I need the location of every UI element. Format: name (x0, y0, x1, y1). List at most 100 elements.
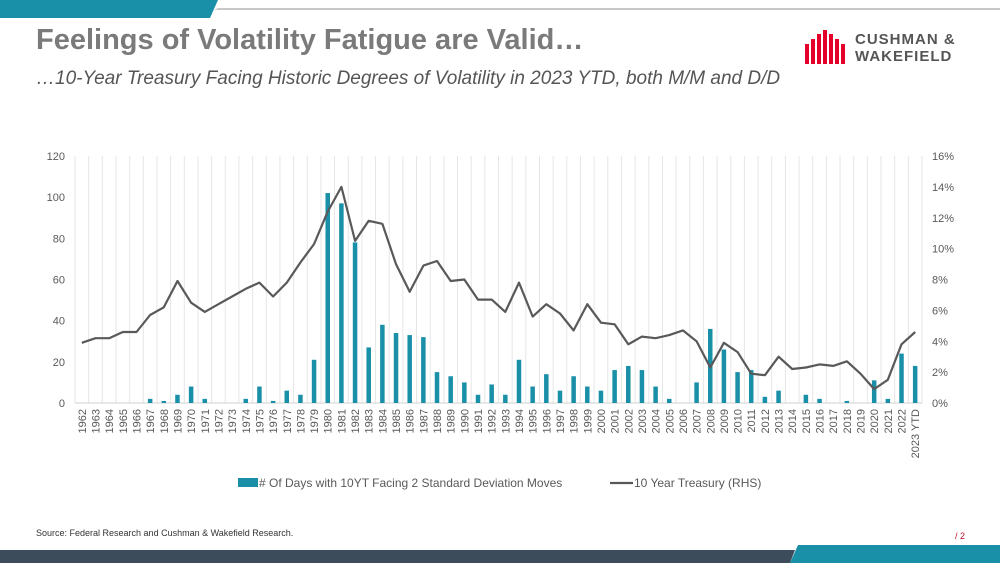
x-tick-label: 2009 (719, 409, 731, 433)
bar-days-2sd (161, 400, 167, 403)
x-tick-label: 1979 (309, 409, 321, 433)
top-decorative-band (0, 0, 1000, 18)
y-left-tick-label: 120 (47, 151, 65, 163)
x-tick-label: 2005 (664, 409, 676, 433)
x-tick-label: 1972 (213, 409, 225, 433)
bar-days-2sd (202, 398, 208, 403)
bar-days-2sd (748, 370, 754, 403)
bar-days-2sd (489, 384, 494, 403)
x-tick-label: 1986 (405, 409, 417, 433)
bar-days-2sd (885, 398, 891, 403)
y-right-tick-label: 14% (932, 182, 954, 194)
x-tick-label: 1989 (446, 409, 458, 433)
bar-days-2sd (803, 394, 809, 403)
x-tick-label: 1963 (90, 409, 102, 433)
x-tick-label: 2001 (610, 409, 622, 433)
bar-days-2sd (912, 365, 918, 403)
x-tick-label: 2023 YTD (910, 409, 922, 458)
x-tick-label: 1999 (582, 409, 594, 433)
bar-days-2sd (188, 386, 194, 403)
x-tick-label: 1980 (323, 409, 335, 433)
bar-days-2sd (434, 372, 440, 403)
bar-days-2sd (585, 386, 590, 403)
bar-days-2sd (694, 382, 699, 403)
x-tick-label: 1996 (541, 409, 553, 433)
bar-days-2sd (339, 203, 344, 403)
bar-days-2sd (516, 359, 522, 403)
bar-days-2sd (735, 372, 740, 403)
bar-days-2sd (899, 353, 904, 403)
bar-days-2sd (530, 386, 535, 403)
logo-text-line1: CUSHMAN & (855, 31, 956, 48)
bar-days-2sd (243, 398, 249, 403)
bar-days-2sd (544, 374, 549, 403)
bar-days-2sd (366, 347, 371, 403)
legend-label-line: 10 Year Treasury (RHS) (634, 476, 761, 490)
x-tick-label: 1964 (104, 409, 116, 433)
x-tick-label: 1974 (241, 409, 253, 433)
bar-days-2sd (817, 398, 822, 403)
x-tick-label: 1982 (350, 409, 362, 433)
source-note: Source: Federal Research and Cushman & W… (36, 528, 294, 538)
x-tick-label: 1966 (131, 409, 143, 433)
bar-days-2sd (421, 337, 426, 403)
bar-days-2sd (175, 394, 180, 403)
logo-text-line2: WAKEFIELD (855, 48, 953, 65)
x-tick-label: 2020 (869, 409, 881, 433)
bottom-decorative-band (0, 545, 1000, 563)
bar-days-2sd (407, 335, 412, 403)
bar-days-2sd (270, 400, 276, 403)
x-tick-label: 2008 (705, 409, 717, 433)
x-tick-label: 1975 (254, 409, 266, 433)
y-left-tick-label: 0 (59, 398, 65, 410)
x-tick-label: 2016 (815, 409, 827, 433)
x-tick-label: 1988 (432, 409, 444, 433)
x-tick-label: 1985 (391, 409, 403, 433)
slide-subtitle: …10-Year Treasury Facing Historic Degree… (36, 68, 781, 89)
x-tick-label: 2000 (596, 409, 608, 433)
bar-days-2sd (448, 376, 453, 403)
volatility-chart: 0 20 40 60 80 100 120 0% 2% 4% 6% 8% 10% 12% 14% 16% 196… (47, 151, 955, 490)
bar-days-2sd (393, 333, 399, 403)
legend-swatch-bar (238, 478, 258, 487)
bar-days-2sd (776, 390, 781, 403)
x-tick-label: 1990 (459, 409, 471, 433)
x-tick-label: 2014 (787, 409, 799, 433)
x-tick-label: 2003 (637, 409, 649, 433)
bar-days-2sd (284, 390, 289, 403)
x-tick-label: 1971 (200, 409, 212, 433)
x-tick-label: 1998 (569, 409, 581, 433)
bar-days-2sd (557, 390, 563, 403)
bar-days-2sd (352, 242, 358, 403)
x-tick-label: 1995 (528, 409, 540, 433)
x-tick-label: 2004 (651, 409, 663, 433)
y-left-tick-label: 60 (53, 275, 65, 287)
line-10-year-treasury (81, 185, 916, 391)
x-tick-label: 1984 (377, 409, 389, 433)
x-tick-label: 2002 (623, 409, 635, 433)
bar-days-2sd (475, 394, 481, 403)
x-tick-label: 2021 (883, 409, 895, 433)
bar-days-2sd (721, 349, 727, 403)
x-tick-label: 2018 (842, 409, 854, 433)
bar-days-2sd (844, 400, 850, 403)
y-right-tick-label: 4% (932, 336, 948, 348)
x-tick-label: 1969 (172, 409, 184, 433)
bar-days-2sd (653, 386, 658, 403)
y-right-tick-label: 10% (932, 244, 954, 256)
x-tick-label: 2012 (760, 409, 772, 433)
legend-label-bar: # Of Days with 10YT Facing 2 Standard De… (259, 476, 562, 490)
y-right-tick-label: 8% (932, 275, 948, 287)
bar-days-2sd (598, 390, 604, 403)
slide-title: Feelings of Volatility Fatigue are Valid… (36, 24, 584, 56)
x-tick-label: 1970 (186, 409, 198, 433)
y-right-tick-label: 0% (932, 398, 948, 410)
bar-days-2sd (325, 193, 330, 403)
x-tick-label: 1973 (227, 409, 239, 433)
y-left-tick-label: 40 (53, 316, 65, 328)
x-tick-label: 1992 (487, 409, 499, 433)
y-left-tick-label: 80 (53, 233, 65, 245)
bar-days-2sd (667, 398, 672, 403)
y-left-tick-label: 20 (53, 357, 65, 369)
x-tick-label: 1967 (145, 409, 157, 433)
